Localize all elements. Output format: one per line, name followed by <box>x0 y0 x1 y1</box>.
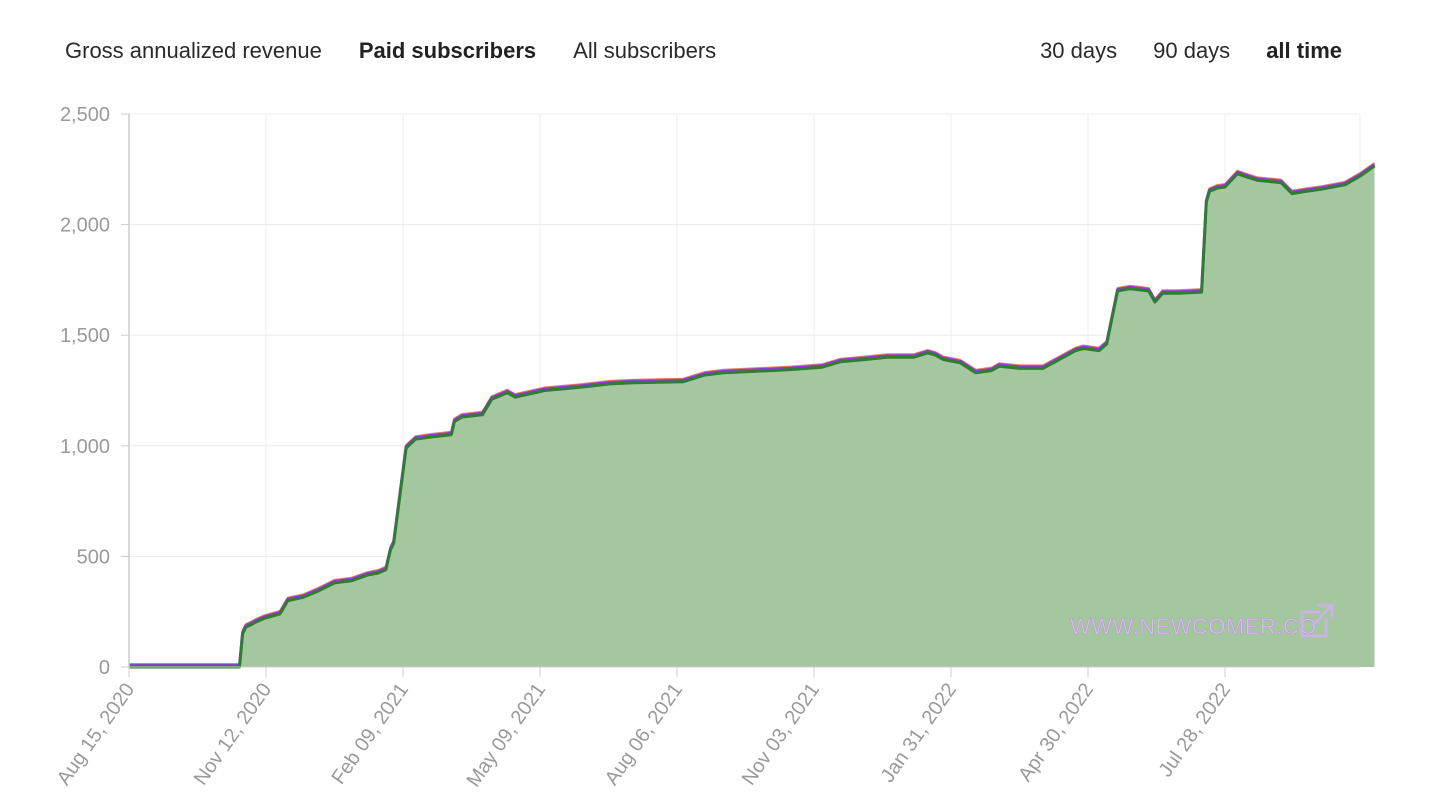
tab-paid-subscribers[interactable]: Paid subscribers <box>358 38 537 63</box>
y-tick-label: 0 <box>99 657 110 679</box>
range-90-days[interactable]: 90 days <box>1153 38 1231 63</box>
watermark: WWW.NEWCOMER.CO <box>1070 603 1334 639</box>
y-tick-label: 500 <box>77 546 110 568</box>
y-tick-label: 1,500 <box>60 325 110 347</box>
metric-tabs: Gross annualized revenue Paid subscriber… <box>65 36 753 66</box>
series-area <box>129 166 1375 667</box>
x-tick-label: Feb 09, 2021 <box>327 679 413 788</box>
x-tick-label: Aug 15, 2020 <box>53 679 139 789</box>
main-series-line <box>129 164 1376 669</box>
paid-subscribers-chart: 0 500 1,000 1,500 2,000 2,500 Aug 15, 2020 Nov… <box>53 104 1376 791</box>
x-tick-label: Nov 12, 2020 <box>190 679 276 789</box>
x-tick-label: Jul 28, 2022 <box>1155 679 1236 781</box>
y-tick-label: 2,000 <box>60 215 110 237</box>
x-tick-label: Nov 03, 2021 <box>738 679 824 789</box>
x-tick-label: May 09, 2021 <box>463 679 551 791</box>
x-tick-label: Apr 30, 2022 <box>1014 679 1098 785</box>
tab-all-subscribers[interactable]: All subscribers <box>573 38 717 63</box>
range-30-days[interactable]: 30 days <box>1040 38 1118 63</box>
range-all-time[interactable]: all time <box>1266 38 1342 63</box>
tab-gross-annualized-revenue[interactable]: Gross annualized revenue <box>65 38 322 63</box>
external-link-icon <box>1300 603 1334 638</box>
y-tick-label: 2,500 <box>60 104 110 126</box>
x-tick-label: Jan 31, 2022 <box>877 679 961 786</box>
range-tabs: 30 days 90 days all time <box>1004 36 1342 66</box>
y-tick-label: 1,000 <box>60 436 110 458</box>
x-tick-label: Aug 06, 2021 <box>601 679 687 789</box>
watermark-text: WWW.NEWCOMER.CO <box>1070 614 1317 639</box>
